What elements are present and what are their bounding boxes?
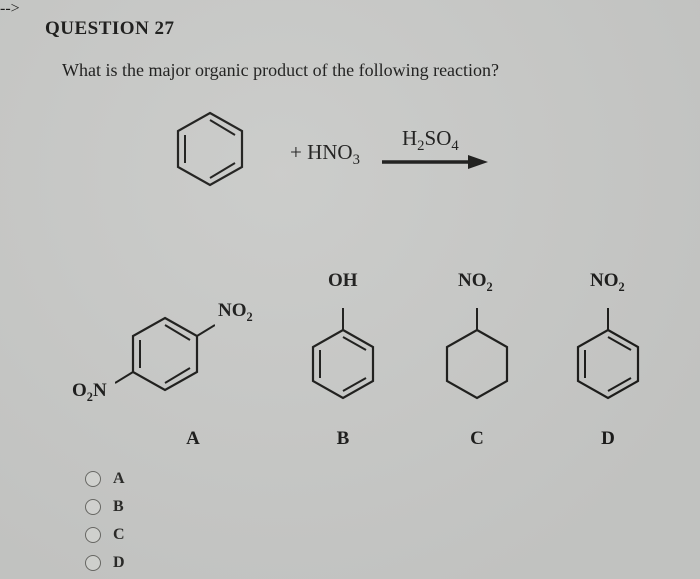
option-c-no2-main: NO xyxy=(458,270,487,291)
option-a-no2-sub: 2 xyxy=(247,310,253,324)
question-number: QUESTION 27 xyxy=(45,18,175,40)
reaction-arrow xyxy=(380,152,490,172)
reactant-benzene xyxy=(165,105,255,195)
reagent-hno3-text: + HNO xyxy=(290,140,353,164)
reagent-hno3-sub: 3 xyxy=(353,152,360,168)
option-b-structure xyxy=(303,300,383,420)
option-a-no2-main: NO xyxy=(218,300,247,321)
answer-radio-group: A B C D xyxy=(85,465,125,577)
answer-option-c-label: C xyxy=(113,526,125,544)
option-d-caption: D xyxy=(593,428,623,450)
option-a-o2n-o: O xyxy=(72,380,87,401)
option-b-caption: B xyxy=(328,428,358,450)
answer-option-c[interactable]: C xyxy=(85,521,125,549)
reagent-h2so4: H2SO4 xyxy=(402,126,459,155)
answer-option-b[interactable]: B xyxy=(85,493,125,521)
radio-icon xyxy=(85,499,101,515)
option-a-label-o2n: O2N xyxy=(72,380,107,405)
answer-option-a-label: A xyxy=(113,470,125,488)
option-d-structure xyxy=(568,300,648,420)
option-b-label-oh: OH xyxy=(328,270,358,292)
answer-option-d-label: D xyxy=(113,554,125,572)
option-c-label-no2: NO2 xyxy=(458,270,493,295)
answer-option-d[interactable]: D xyxy=(85,549,125,577)
reagent-hno3: + HNO3 xyxy=(290,140,360,169)
option-c-structure xyxy=(437,300,517,420)
radio-icon xyxy=(85,555,101,571)
question-prompt: What is the major organic product of the… xyxy=(62,60,499,81)
option-a-caption: A xyxy=(178,428,208,450)
option-c-no2-sub: 2 xyxy=(487,280,493,294)
radio-icon xyxy=(85,527,101,543)
option-a-o2n-n: N xyxy=(93,380,107,401)
option-d-no2-sub: 2 xyxy=(619,280,625,294)
radio-icon xyxy=(85,471,101,487)
option-d-no2-main: NO xyxy=(590,270,619,291)
option-a-structure xyxy=(115,300,215,410)
reagent-h2so4-h: H xyxy=(402,126,417,150)
option-a-label-no2: NO2 xyxy=(218,300,253,325)
option-d-label-no2: NO2 xyxy=(590,270,625,295)
answer-option-a[interactable]: A xyxy=(85,465,125,493)
option-c-caption: C xyxy=(462,428,492,450)
answer-option-b-label: B xyxy=(113,498,124,516)
reagent-h2so4-so: SO xyxy=(425,126,452,150)
